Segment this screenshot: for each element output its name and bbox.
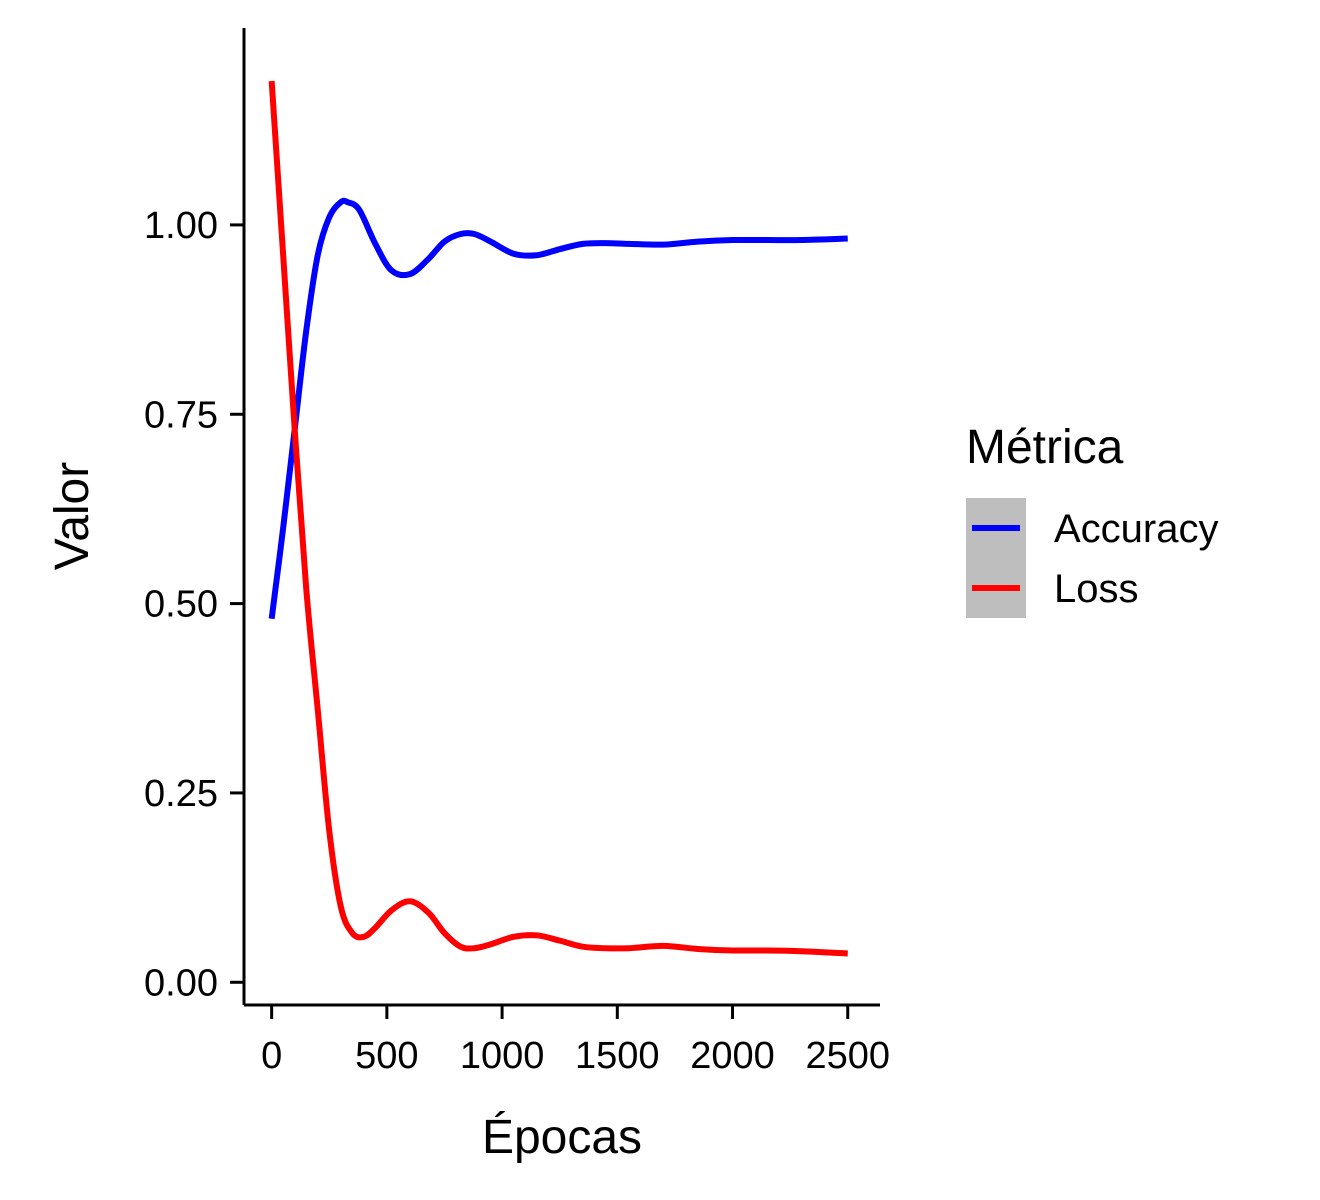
legend-items: Accuracy Loss [972, 507, 1219, 611]
y-tick-label: 0.00 [144, 962, 218, 1004]
x-tick-label: 500 [355, 1035, 418, 1077]
y-tick-label: 0.25 [144, 773, 218, 815]
y-tick-label: 0.50 [144, 584, 218, 626]
series-line-accuracy [268, 197, 848, 620]
x-tick-label: 1500 [575, 1035, 660, 1077]
series-line-loss [268, 80, 848, 957]
legend-label-accuracy: Accuracy [1054, 507, 1219, 551]
y-axis-title: Valor [46, 462, 99, 571]
y-ticks: 0.00 0.25 0.50 0.75 1.00 [144, 205, 244, 1004]
x-tick-label: 2000 [690, 1035, 775, 1077]
legend-key-background [966, 498, 1026, 618]
x-tick-label: 1000 [460, 1035, 545, 1077]
x-ticks: 0 500 1000 1500 2000 2500 [261, 1005, 890, 1077]
y-tick-label: 0.75 [144, 394, 218, 436]
x-tick-label: 0 [261, 1035, 282, 1077]
legend-title: Métrica [966, 421, 1124, 474]
y-tick-label: 1.00 [144, 205, 218, 247]
legend: Métrica Accuracy Loss [966, 421, 1219, 618]
x-axis-title: Épocas [482, 1111, 642, 1164]
x-tick-label: 2500 [805, 1035, 890, 1077]
legend-label-loss: Loss [1054, 567, 1139, 611]
plot-area [268, 80, 848, 957]
